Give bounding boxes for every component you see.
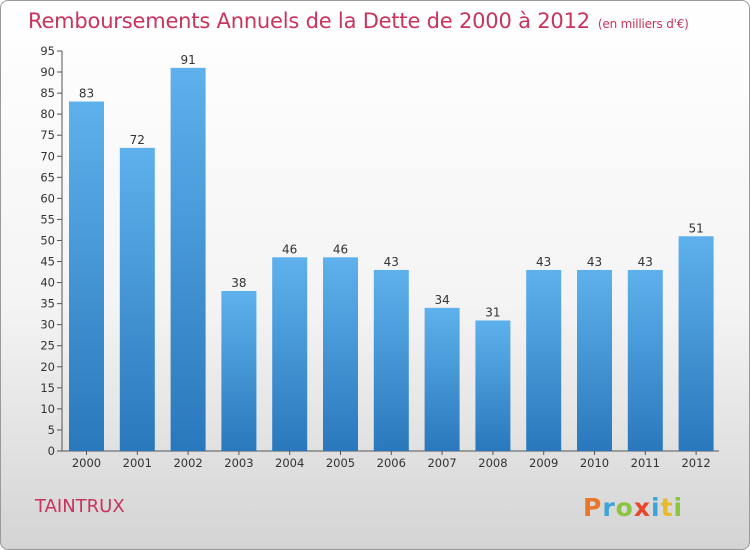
y-tick-label: 35 — [40, 297, 55, 311]
x-tick-label: 2001 — [123, 456, 152, 470]
y-tick-label: 90 — [40, 65, 55, 79]
x-tick-label: 2012 — [681, 456, 710, 470]
bar — [678, 236, 714, 451]
x-tick-label: 2003 — [224, 456, 253, 470]
x-tick-label: 2006 — [377, 456, 406, 470]
data-label: 43 — [384, 255, 399, 269]
x-tick-label: 2009 — [529, 456, 558, 470]
data-label: 91 — [180, 53, 195, 67]
logo-letter: i — [673, 493, 684, 522]
data-label: 38 — [231, 276, 246, 290]
data-label: 31 — [485, 305, 500, 319]
data-label: 51 — [688, 221, 703, 235]
bar — [69, 101, 104, 452]
y-tick-label: 55 — [40, 212, 55, 226]
x-tick-label: 2011 — [631, 456, 660, 470]
x-tick-label: 2000 — [72, 456, 101, 470]
town-name: TAINTRUX — [35, 496, 125, 517]
logo-letter: x — [633, 493, 651, 522]
y-tick-label: 65 — [40, 170, 55, 184]
y-tick-label: 70 — [40, 149, 55, 163]
y-tick-label: 95 — [40, 44, 55, 58]
bar — [323, 257, 358, 451]
y-tick-label: 60 — [40, 191, 55, 205]
chart-title-main: Remboursements Annuels de la Dette de 20… — [28, 9, 590, 33]
data-label: 83 — [79, 87, 94, 101]
y-tick-label: 30 — [40, 318, 55, 332]
bar — [221, 291, 257, 451]
data-label: 34 — [434, 293, 449, 307]
bar — [475, 320, 511, 451]
data-label: 46 — [333, 242, 348, 256]
bar — [526, 269, 562, 451]
y-tick-label: 10 — [40, 402, 55, 416]
data-label: 46 — [282, 242, 297, 256]
data-label: 43 — [536, 255, 551, 269]
y-tick-label: 15 — [40, 381, 55, 395]
bar — [119, 147, 155, 451]
bar — [577, 269, 612, 451]
y-tick-label: 5 — [48, 423, 55, 437]
x-tick-label: 2002 — [173, 456, 202, 470]
data-label: 43 — [587, 255, 602, 269]
bar — [627, 269, 663, 451]
y-tick-label: 80 — [40, 107, 55, 121]
x-tick-label: 2004 — [275, 456, 304, 470]
x-tick-label: 2010 — [580, 456, 609, 470]
bar — [272, 257, 308, 451]
data-label: 43 — [638, 255, 653, 269]
y-tick-label: 75 — [40, 128, 55, 142]
y-tick-label: 85 — [40, 86, 55, 100]
y-tick-label: 20 — [40, 360, 55, 374]
logo-letter: i — [651, 493, 661, 522]
bar — [170, 67, 206, 451]
logo-letter: r — [602, 493, 616, 522]
x-tick-label: 2005 — [326, 456, 355, 470]
y-tick-label: 25 — [40, 339, 55, 353]
y-tick-label: 40 — [40, 276, 55, 290]
logo-letter: P — [583, 493, 603, 522]
bar — [424, 307, 460, 451]
data-label: 72 — [130, 133, 145, 147]
proxiti-logo: Proxiti — [583, 493, 683, 522]
x-tick-label: 2007 — [427, 456, 456, 470]
chart-title-unit: (en milliers d'€) — [597, 17, 689, 31]
chart-title: Remboursements Annuels de la Dette de 20… — [28, 9, 689, 33]
y-tick-label: 0 — [48, 444, 55, 458]
bar — [373, 269, 409, 451]
x-tick-label: 2008 — [478, 456, 507, 470]
y-tick-label: 50 — [40, 233, 55, 247]
logo-letter: t — [660, 493, 674, 522]
logo-letter: o — [615, 493, 634, 522]
y-tick-label: 45 — [40, 255, 55, 269]
